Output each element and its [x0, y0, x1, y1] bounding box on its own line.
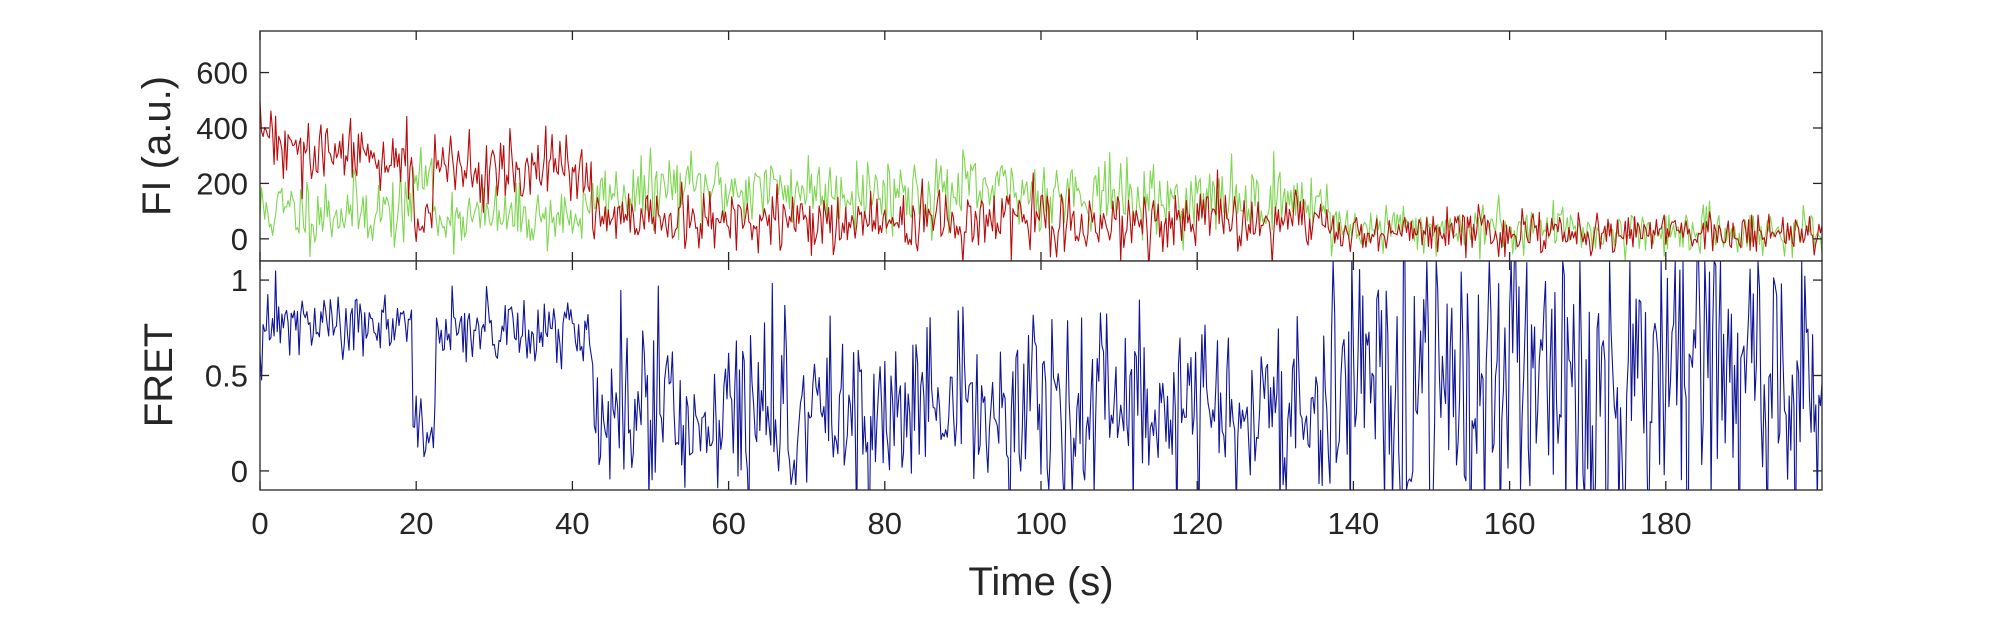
intensity-y-axis: 0 200 400 600: [196, 31, 1822, 261]
time-x-tick-label: 0: [251, 506, 268, 541]
fret-frame: [259, 260, 1823, 491]
time-x-tick-label: 40: [555, 506, 589, 541]
green-channel-trace: [260, 146, 1822, 261]
time-x-tick-label: 120: [1171, 506, 1223, 541]
time-x-axis-title: Time (s): [968, 560, 1113, 604]
red-channel-trace: [260, 101, 1822, 261]
fret-y-tick-label: 0: [231, 454, 248, 489]
time-x-tick-label: 140: [1328, 506, 1380, 541]
time-x-ticks: 0 20 40 60 80 100 120 140 160 180: [251, 261, 1692, 541]
fret-panel: 00.51 FRET 0 20 40 60 80 100 120 140 160 180 Time…: [137, 260, 1823, 604]
time-x-tick-label: 100: [1015, 506, 1067, 541]
time-x-tick-label: 20: [399, 506, 433, 541]
time-x-axis: 0 20 40 60 80 100 120 140 160 180: [251, 261, 1692, 541]
time-x-tick-label: 80: [868, 506, 902, 541]
fret-efficiency-trace: [260, 261, 1822, 490]
fret-y-ticks: 00.51: [205, 263, 1822, 489]
time-x-tick-label: 180: [1640, 506, 1692, 541]
fret-y-axis: 00.51: [205, 263, 1822, 489]
fret-traces: [260, 261, 1822, 490]
intensity-panel: 0 200 400 600 FI (a.u.): [135, 30, 1823, 262]
intensity-y-axis-title: FI (a.u.): [135, 76, 179, 216]
time-x-tick-label: 60: [711, 506, 745, 541]
intensity-y-tick-label: 200: [196, 166, 248, 201]
fret-y-axis-title: FRET: [137, 323, 181, 427]
intensity-y-tick-label: 400: [196, 111, 248, 146]
fret-y-tick-label: 0.5: [205, 359, 248, 394]
intensity-traces: [260, 101, 1822, 261]
intensity-y-tick-label: 600: [196, 56, 248, 91]
intensity-y-ticks: 0 200 400 600: [196, 31, 1822, 261]
intensity-y-tick-label: 0: [231, 222, 248, 257]
fret-y-tick-label: 1: [231, 263, 248, 298]
time-x-tick-label: 160: [1484, 506, 1536, 541]
